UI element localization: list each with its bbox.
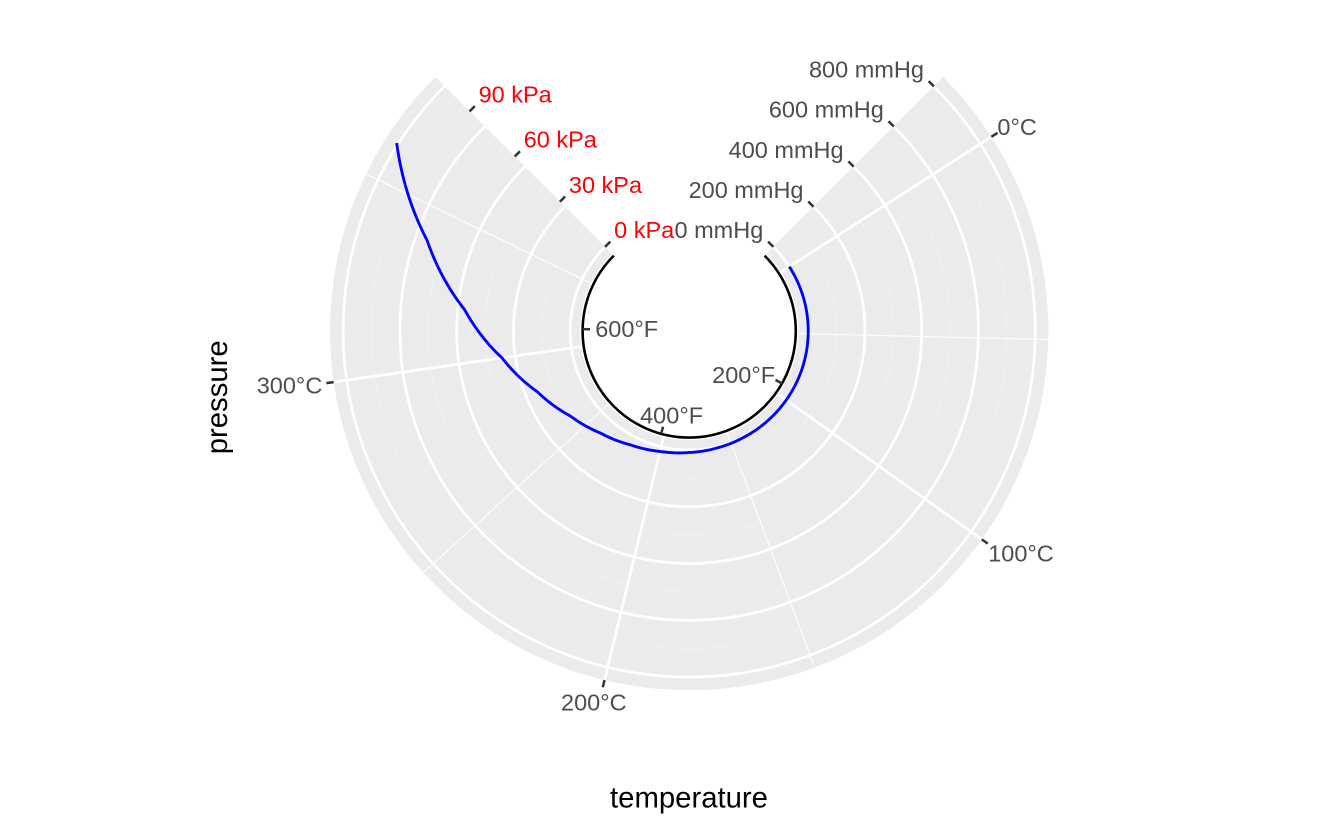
svg-text:0°C: 0°C — [997, 114, 1036, 140]
svg-text:temperature: temperature — [610, 782, 768, 815]
svg-text:60 kPa: 60 kPa — [524, 127, 598, 153]
svg-text:90 kPa: 90 kPa — [479, 82, 553, 108]
svg-text:0 kPa: 0 kPa — [614, 217, 675, 243]
svg-text:300°C: 300°C — [257, 373, 323, 399]
svg-text:200°C: 200°C — [561, 690, 627, 716]
svg-text:0 mmHg: 0 mmHg — [675, 217, 764, 243]
svg-text:600°F: 600°F — [595, 316, 658, 342]
svg-text:800 mmHg: 800 mmHg — [809, 57, 924, 83]
svg-text:200°F: 200°F — [712, 362, 775, 388]
svg-text:pressure: pressure — [201, 340, 234, 454]
svg-text:100°C: 100°C — [988, 541, 1054, 567]
svg-text:200 mmHg: 200 mmHg — [689, 177, 804, 203]
svg-text:600 mmHg: 600 mmHg — [769, 97, 884, 123]
svg-text:400°F: 400°F — [640, 403, 703, 429]
svg-text:400 mmHg: 400 mmHg — [729, 137, 844, 163]
svg-text:30 kPa: 30 kPa — [569, 172, 643, 198]
